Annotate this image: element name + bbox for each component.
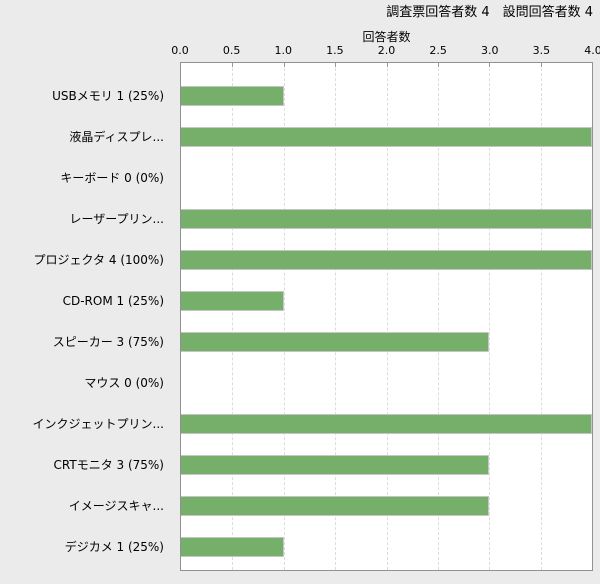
gridline	[540, 63, 542, 570]
x-axis-title: 回答者数	[362, 30, 411, 44]
category-label: キーボード 0 (0%)	[60, 171, 164, 185]
x-tick-label: 2.0	[377, 44, 396, 57]
bar	[181, 536, 284, 557]
bar-row	[181, 485, 592, 526]
category-label: レーザープリン...	[69, 212, 164, 226]
gridline	[489, 63, 491, 570]
category-label-row: マウス 0 (0%)	[0, 362, 172, 403]
bar	[181, 249, 592, 270]
category-label: スピーカー 3 (75%)	[52, 335, 164, 349]
category-label-row: USBメモリ 1 (25%)	[0, 75, 172, 116]
axis-ticks	[181, 63, 592, 570]
bar-row	[181, 526, 592, 567]
x-axis-tick-labels: 0.0 0.5 1.0 1.5 2.0 2.5 3.0 3.5 4.0	[171, 44, 600, 58]
category-label-row: CD-ROM 1 (25%)	[0, 280, 172, 321]
x-tick-label: 2.5	[429, 44, 447, 57]
category-label: イメージスキャ...	[68, 499, 164, 513]
category-label-row: スピーカー 3 (75%)	[0, 321, 172, 362]
bar-row	[181, 403, 592, 444]
bar	[181, 126, 592, 147]
category-label: CD-ROM 1 (25%)	[62, 293, 164, 308]
category-label-row: レーザープリン...	[0, 198, 172, 239]
gridline	[232, 63, 234, 570]
bar-row	[181, 116, 592, 157]
bar-row	[181, 198, 592, 239]
category-label-row: デジカメ 1 (25%)	[0, 526, 172, 567]
bar-row	[181, 444, 592, 485]
x-tick-label: 1.0	[274, 44, 293, 57]
category-label: CRTモニタ 3 (75%)	[53, 458, 164, 472]
bar	[181, 495, 490, 516]
category-labels: USBメモリ 1 (25%) 液晶ディスプレ... キーボード 0 (0%) レーザー…	[0, 75, 172, 567]
x-tick-label: 1.5	[326, 44, 344, 57]
bar-row	[181, 362, 592, 403]
bar	[181, 331, 490, 352]
respondent-counts-title: 調査票回答者数 4 設問回答者数 4	[386, 5, 593, 20]
bar-row	[181, 321, 592, 362]
category-label-row: 液晶ディスプレ...	[0, 116, 172, 157]
bar-row	[181, 239, 592, 280]
axis-tick	[386, 63, 388, 67]
gridline	[437, 63, 439, 570]
bar	[181, 208, 592, 229]
bar-row	[181, 280, 592, 321]
category-label-row: プロジェクタ 4 (100%)	[0, 239, 172, 280]
x-tick-label: 3.5	[532, 44, 551, 57]
axis-tick	[232, 63, 234, 67]
category-label: 液晶ディスプレ...	[69, 130, 164, 144]
gridline	[386, 63, 388, 570]
category-label: デジカメ 1 (25%)	[64, 540, 164, 554]
gridlines	[181, 63, 592, 570]
category-label: インクジェットプリン...	[32, 417, 164, 431]
bar-row	[181, 75, 592, 116]
x-tick-label: 4.0	[584, 44, 600, 57]
category-label: USBメモリ 1 (25%)	[52, 89, 164, 103]
plot-area	[180, 62, 593, 571]
bar	[181, 85, 284, 106]
category-label-row: キーボード 0 (0%)	[0, 157, 172, 198]
gridline	[335, 63, 337, 570]
bar	[181, 413, 592, 434]
bars	[181, 63, 592, 570]
category-label-row: CRTモニタ 3 (75%)	[0, 444, 172, 485]
axis-tick	[437, 63, 439, 67]
bar-row	[181, 157, 592, 198]
axis-tick	[283, 63, 285, 67]
x-tick-label: 0.5	[222, 44, 241, 57]
bar	[181, 290, 284, 311]
axis-tick	[489, 63, 491, 67]
category-label-row: イメージスキャ...	[0, 485, 172, 526]
x-tick-label: 0.0	[171, 44, 189, 57]
axis-tick	[540, 63, 542, 67]
bar	[181, 454, 490, 475]
x-tick-label: 3.0	[481, 44, 499, 57]
category-label: プロジェクタ 4 (100%)	[33, 253, 164, 267]
gridline	[283, 63, 285, 570]
category-label: マウス 0 (0%)	[84, 376, 164, 390]
category-label-row: インクジェットプリン...	[0, 403, 172, 444]
axis-tick	[335, 63, 337, 67]
